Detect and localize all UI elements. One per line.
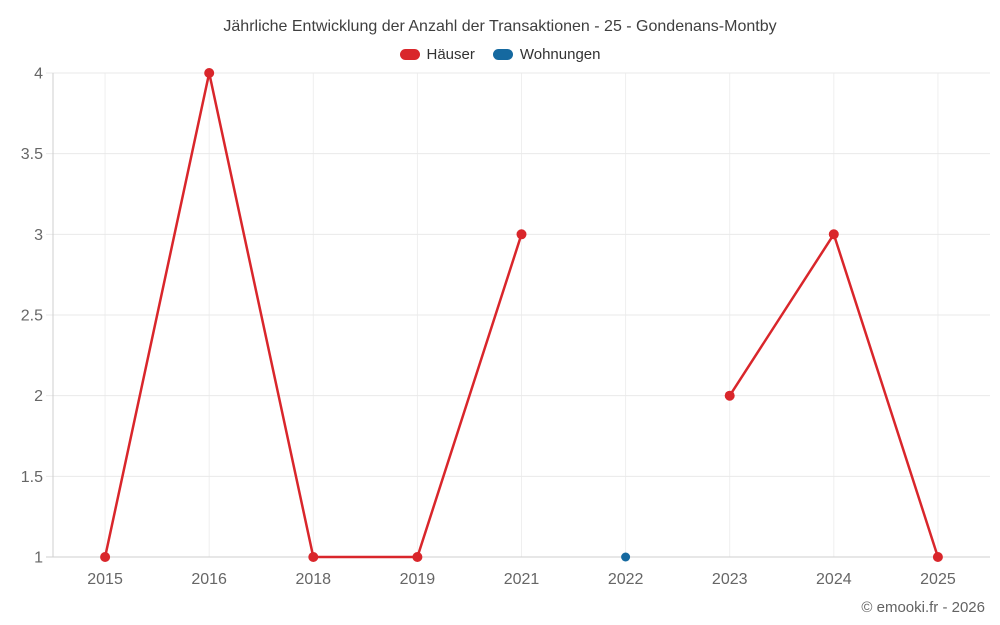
legend-swatch-wohnungen bbox=[492, 49, 513, 60]
x-tick-label-2018: 2018 bbox=[295, 571, 331, 588]
x-tick-label-2024: 2024 bbox=[816, 571, 852, 588]
data-point-wohnungen-2022[interactable] bbox=[621, 552, 631, 562]
legend-swatch-haeuser bbox=[399, 49, 420, 60]
x-tick-label-2016: 2016 bbox=[191, 571, 227, 588]
chart-title: Jährliche Entwicklung der Anzahl der Tra… bbox=[223, 18, 777, 35]
legend-item-haeuser[interactable]: Häuser bbox=[399, 46, 475, 63]
data-point-haeuser-2019[interactable] bbox=[412, 552, 423, 562]
data-point-haeuser-2021[interactable] bbox=[516, 229, 527, 240]
legend-label-wohnungen: Wohnungen bbox=[519, 46, 601, 63]
copyright: © emooki.fr - 2026 bbox=[861, 599, 985, 616]
data-point-haeuser-2024[interactable] bbox=[828, 229, 839, 240]
legend-label-haeuser: Häuser bbox=[426, 46, 475, 63]
y-tick-label-1.5: 1.5 bbox=[21, 469, 43, 486]
data-point-haeuser-2016[interactable] bbox=[204, 68, 215, 78]
data-point-haeuser-2018[interactable] bbox=[308, 552, 319, 562]
data-point-haeuser-2025[interactable] bbox=[932, 552, 943, 562]
x-tick-label-2021: 2021 bbox=[504, 571, 540, 588]
y-tick-label-4: 4 bbox=[34, 66, 43, 83]
data-point-haeuser-2015[interactable] bbox=[100, 552, 111, 562]
legend: Häuser Wohnungen bbox=[0, 46, 1000, 63]
y-tick-label-2.5: 2.5 bbox=[21, 308, 43, 325]
x-tick-label-2022: 2022 bbox=[608, 571, 644, 588]
x-tick-label-2023: 2023 bbox=[712, 571, 748, 588]
x-tick-label-2019: 2019 bbox=[400, 571, 436, 588]
y-tick-label-3: 3 bbox=[34, 227, 43, 244]
data-point-haeuser-2023[interactable] bbox=[724, 390, 735, 401]
y-tick-label-3.5: 3.5 bbox=[21, 146, 43, 163]
x-tick-label-2025: 2025 bbox=[920, 571, 956, 588]
y-tick-label-2: 2 bbox=[34, 388, 43, 405]
x-tick-label-2015: 2015 bbox=[87, 571, 123, 588]
legend-item-wohnungen[interactable]: Wohnungen bbox=[492, 46, 601, 63]
y-tick-label-1: 1 bbox=[34, 550, 43, 567]
